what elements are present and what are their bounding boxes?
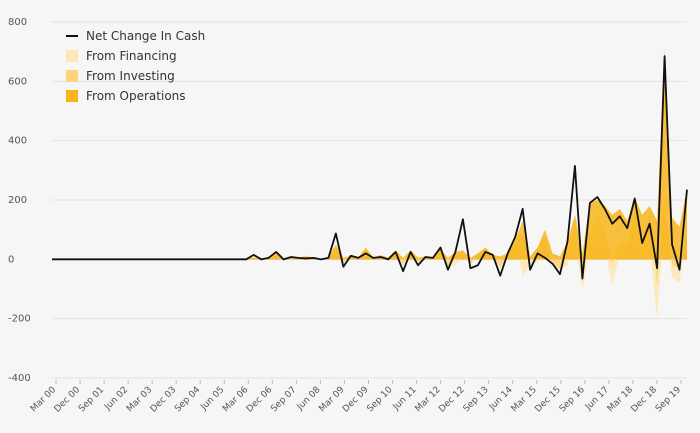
line-net-change <box>52 55 688 280</box>
legend-swatch-financing <box>66 50 78 62</box>
area-financing <box>52 220 687 319</box>
x-tick-label: Dec 06 <box>245 385 275 415</box>
y-tick-label: -400 <box>8 373 31 384</box>
x-tick-label: Sep 19 <box>654 385 683 414</box>
y-tick-label: 200 <box>8 195 27 206</box>
y-tick-label: 400 <box>8 136 27 147</box>
legend-swatch-operations <box>66 90 78 102</box>
x-tick-label: Dec 15 <box>533 385 563 415</box>
x-tick-label: Dec 12 <box>437 385 467 415</box>
x-tick-label: Sep 16 <box>558 385 587 414</box>
x-tick-label: Sep 01 <box>77 385 106 414</box>
x-tick-label: Dec 03 <box>149 385 179 415</box>
legend-item-operations[interactable]: From Operations <box>66 86 205 106</box>
y-tick-label: 0 <box>8 254 14 265</box>
y-tick-label: 800 <box>8 17 27 28</box>
legend-item-investing[interactable]: From Investing <box>66 66 205 86</box>
legend-swatch-net <box>66 35 78 37</box>
legend: Net Change In Cash From Financing From I… <box>66 26 205 106</box>
y-tick-label: -200 <box>8 314 31 325</box>
x-tick-label: Sep 10 <box>365 385 394 414</box>
legend-label-operations: From Operations <box>86 89 186 103</box>
x-tick-label: Dec 00 <box>53 385 83 415</box>
area-operations <box>52 48 687 260</box>
x-tick-label: Dec 09 <box>341 385 371 415</box>
legend-item-financing[interactable]: From Financing <box>66 46 205 66</box>
y-tick-label: 600 <box>8 76 27 87</box>
legend-swatch-investing <box>66 70 78 82</box>
legend-item-net[interactable]: Net Change In Cash <box>66 26 205 46</box>
legend-label-financing: From Financing <box>86 49 177 63</box>
x-tick-label: Sep 13 <box>462 385 491 414</box>
x-tick-label: Sep 07 <box>269 385 298 414</box>
legend-label-investing: From Investing <box>86 69 175 83</box>
x-tick-label: Dec 18 <box>630 385 660 415</box>
legend-label-net: Net Change In Cash <box>86 29 206 43</box>
x-tick-label: Sep 04 <box>173 385 202 414</box>
